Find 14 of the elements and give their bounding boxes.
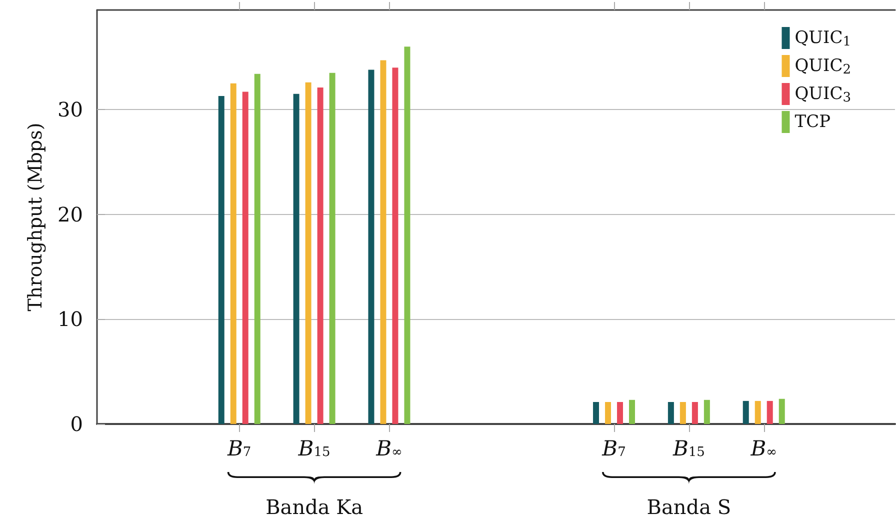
- y-tick-label: 0: [70, 412, 83, 436]
- y-tick-label: 20: [58, 202, 83, 226]
- legend-label: TCP: [794, 112, 831, 132]
- x-tick-label: B7: [226, 436, 252, 460]
- text: Banda Ka: [266, 495, 364, 519]
- x-tick-label: B∞: [375, 436, 402, 460]
- x-tick-label: B15: [672, 436, 705, 460]
- x-tick-label: B7: [601, 436, 626, 460]
- y-tick-label: 10: [58, 307, 83, 332]
- x-tick-label: B15: [297, 436, 330, 460]
- y-axis-title: Throughput (Mbps): [24, 122, 46, 312]
- y-tick-label: 30: [58, 98, 83, 122]
- x-tick-label: B∞: [750, 436, 778, 460]
- text: Banda S: [646, 495, 732, 519]
